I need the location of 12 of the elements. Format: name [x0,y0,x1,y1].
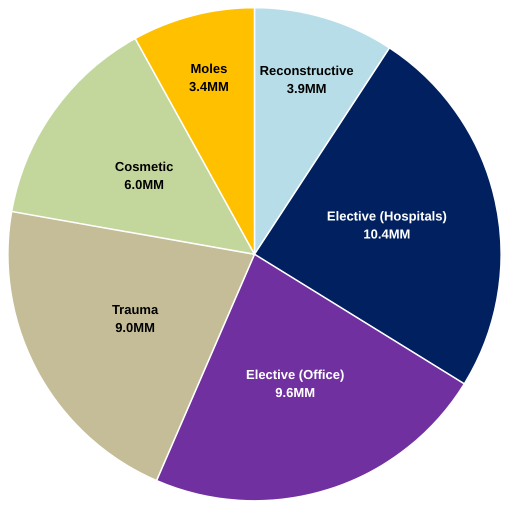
slice-label: Reconstructive [260,63,354,78]
slice-label: Cosmetic [114,159,174,174]
slice-label: Elective (Office) [246,367,344,382]
data-label: 3.4MM [189,79,229,94]
slice-label: Elective (Hospitals) [326,208,447,224]
slice-label: Moles [190,61,228,76]
data-label: 3.9MM [286,81,326,96]
data-label: 9.6MM [275,385,316,400]
data-label: 9.0MM [115,320,155,336]
data-label: 10.4MM [363,226,410,242]
slice-label: Trauma [112,302,159,318]
data-label: 6.0MM [124,177,164,192]
